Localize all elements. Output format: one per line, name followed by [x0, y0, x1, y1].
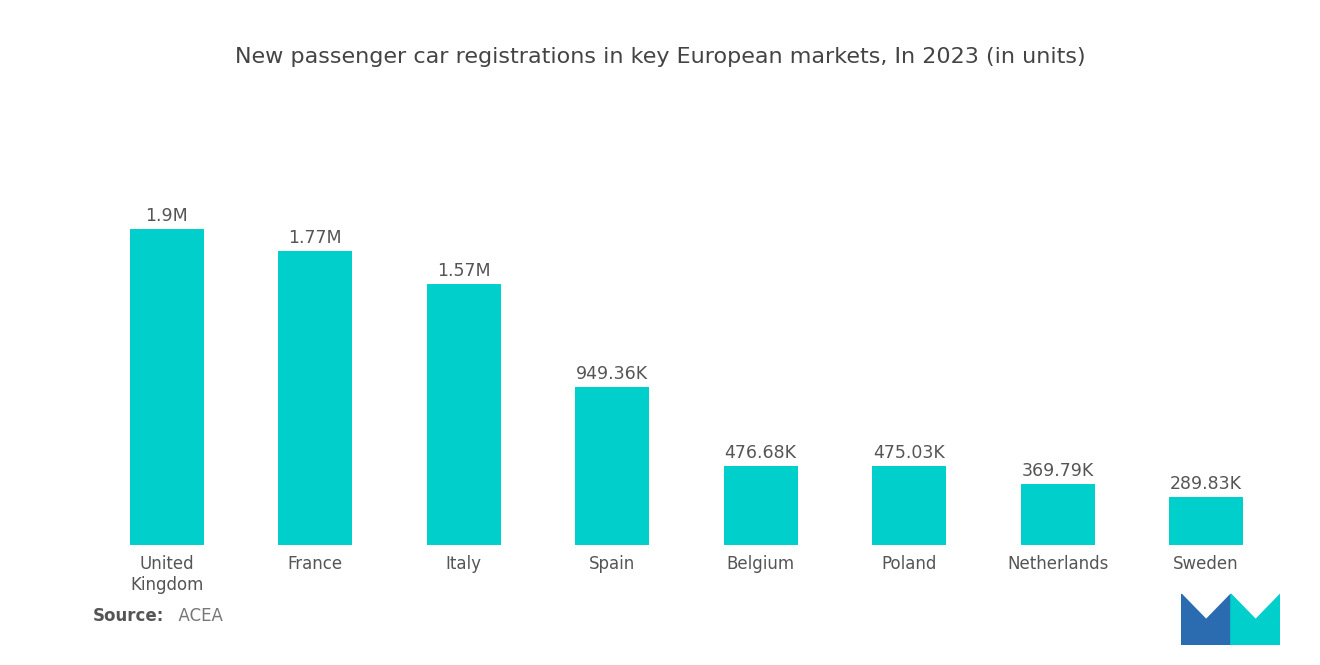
Text: 1.77M: 1.77M [288, 229, 342, 247]
Bar [129, 229, 203, 545]
Text: 289.83K: 289.83K [1170, 475, 1242, 493]
Text: 475.03K: 475.03K [874, 444, 945, 462]
Bar [873, 466, 946, 545]
Text: Source:: Source: [92, 607, 164, 625]
Bar [576, 388, 649, 545]
Polygon shape [1181, 595, 1232, 645]
Text: 1.9M: 1.9M [145, 207, 187, 225]
Polygon shape [1232, 595, 1280, 645]
Text: 949.36K: 949.36K [576, 365, 648, 383]
Bar [279, 251, 352, 545]
Bar [723, 466, 797, 545]
Bar [1170, 497, 1243, 545]
Text: 476.68K: 476.68K [725, 444, 797, 462]
Bar [426, 284, 500, 545]
Bar [1020, 484, 1094, 545]
Text: ACEA: ACEA [168, 607, 223, 625]
Text: 1.57M: 1.57M [437, 262, 491, 280]
Text: 369.79K: 369.79K [1022, 462, 1094, 479]
Text: New passenger car registrations in key European markets, In 2023 (in units): New passenger car registrations in key E… [235, 47, 1085, 66]
